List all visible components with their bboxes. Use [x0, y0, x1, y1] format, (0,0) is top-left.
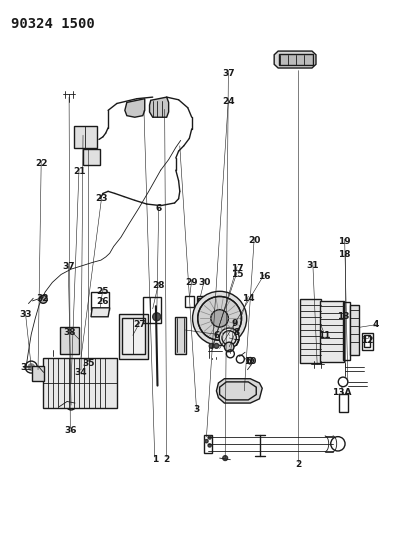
Circle shape: [214, 343, 219, 348]
Text: 2: 2: [295, 461, 301, 470]
Text: 19: 19: [338, 237, 351, 246]
Text: 4: 4: [373, 320, 379, 329]
Bar: [74, 126, 97, 149]
Bar: [279, 54, 313, 65]
Circle shape: [219, 328, 239, 348]
Text: 37: 37: [222, 69, 235, 78]
Text: 29: 29: [185, 278, 198, 287]
Text: 3: 3: [20, 362, 26, 372]
Circle shape: [211, 310, 229, 327]
Text: 20: 20: [248, 236, 260, 245]
Text: 14: 14: [242, 294, 255, 303]
Text: 2: 2: [164, 455, 170, 464]
Text: 15: 15: [231, 270, 243, 279]
Circle shape: [225, 342, 234, 352]
Text: 18: 18: [338, 251, 351, 260]
Text: 16: 16: [258, 271, 270, 280]
Bar: [362, 333, 373, 350]
Text: 24: 24: [222, 97, 235, 106]
Polygon shape: [217, 379, 262, 403]
Text: 23: 23: [95, 194, 108, 203]
Bar: [122, 318, 145, 354]
Bar: [32, 366, 44, 381]
Text: 21: 21: [73, 167, 85, 176]
Circle shape: [69, 403, 73, 408]
Text: 22: 22: [35, 159, 47, 168]
Text: 7: 7: [233, 339, 239, 348]
Circle shape: [153, 313, 161, 321]
Circle shape: [209, 343, 214, 348]
Polygon shape: [125, 99, 145, 117]
Text: 38: 38: [64, 328, 76, 337]
Bar: [350, 305, 358, 355]
Circle shape: [39, 295, 47, 303]
Text: 27: 27: [134, 320, 146, 329]
Bar: [205, 435, 213, 454]
Text: 36: 36: [64, 426, 77, 435]
Text: 37: 37: [62, 262, 75, 271]
Circle shape: [223, 456, 228, 461]
Bar: [119, 314, 148, 359]
Bar: [320, 301, 344, 362]
Text: 6: 6: [213, 331, 220, 340]
Circle shape: [66, 400, 76, 410]
Circle shape: [205, 440, 208, 443]
Text: 33: 33: [19, 310, 32, 319]
Bar: [83, 149, 100, 165]
Text: 3: 3: [193, 405, 200, 414]
Text: 30: 30: [198, 278, 211, 287]
Text: 26: 26: [97, 297, 109, 306]
Text: 35: 35: [82, 359, 95, 368]
Text: 9: 9: [231, 319, 237, 328]
Bar: [196, 296, 205, 307]
Text: 32: 32: [36, 294, 49, 303]
Text: 1: 1: [152, 455, 158, 464]
Circle shape: [208, 436, 211, 439]
Circle shape: [192, 292, 247, 345]
Text: 11: 11: [318, 331, 330, 340]
Text: 17: 17: [231, 264, 243, 272]
Text: 13: 13: [337, 312, 349, 321]
Text: 10: 10: [244, 357, 257, 366]
Bar: [198, 298, 204, 305]
Text: 12: 12: [362, 336, 374, 345]
Text: 34: 34: [75, 368, 87, 377]
Bar: [300, 300, 321, 363]
Circle shape: [28, 364, 34, 370]
Text: 90324 1500: 90324 1500: [11, 17, 95, 31]
Bar: [60, 327, 79, 354]
Bar: [364, 335, 370, 347]
Bar: [143, 297, 161, 322]
Text: 5: 5: [245, 357, 251, 366]
Bar: [91, 292, 109, 310]
Text: 8: 8: [233, 328, 239, 337]
Circle shape: [208, 444, 211, 447]
Circle shape: [198, 296, 241, 340]
Text: 28: 28: [152, 280, 165, 289]
Bar: [43, 358, 117, 408]
Text: 13A: 13A: [332, 388, 352, 397]
Bar: [174, 317, 186, 354]
Polygon shape: [274, 51, 316, 68]
Bar: [339, 393, 348, 412]
Polygon shape: [91, 308, 110, 317]
Polygon shape: [150, 97, 169, 117]
Text: 25: 25: [97, 287, 109, 296]
Text: 6: 6: [156, 204, 162, 213]
Bar: [343, 303, 350, 360]
Text: 31: 31: [306, 261, 319, 270]
Bar: [185, 296, 194, 307]
